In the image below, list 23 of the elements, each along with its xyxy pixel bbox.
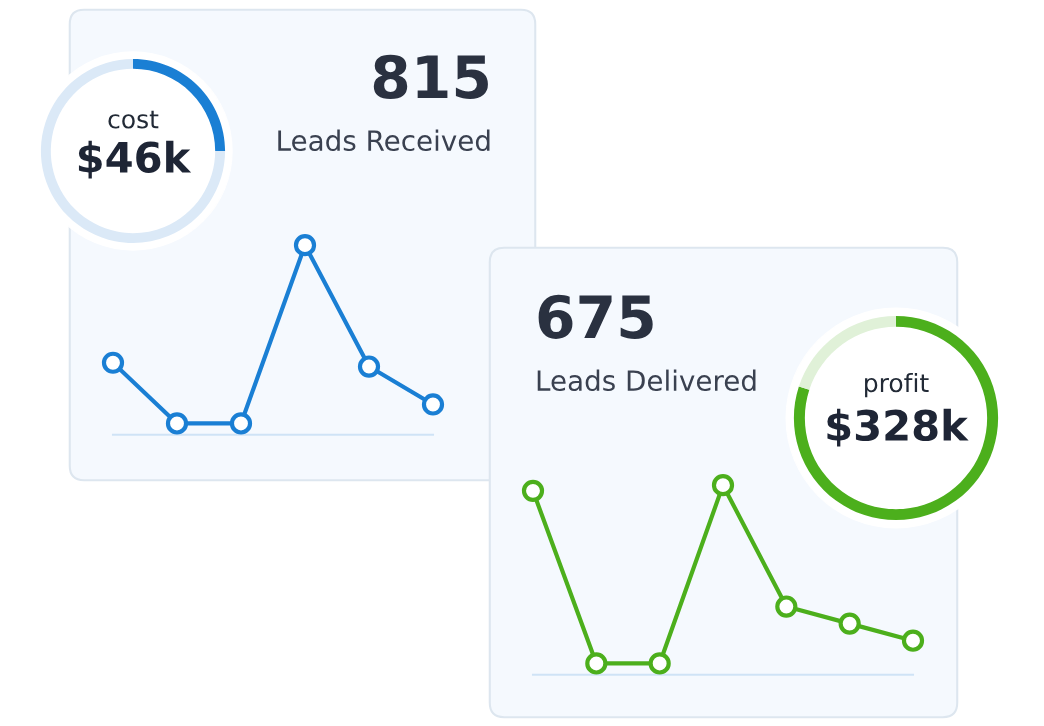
point xyxy=(357,355,381,378)
text: cost xyxy=(108,110,159,129)
point xyxy=(711,474,735,497)
point xyxy=(521,479,545,502)
donut-slice xyxy=(793,315,999,521)
donut-slice xyxy=(40,58,226,244)
point xyxy=(293,234,317,257)
point xyxy=(101,351,125,374)
point xyxy=(165,412,189,435)
text: profit xyxy=(865,372,929,398)
text: $328k xyxy=(827,408,969,447)
point xyxy=(901,629,925,652)
point xyxy=(775,595,798,618)
chart-subtitle: Leads Delivered xyxy=(537,369,756,392)
chart-title: 675 xyxy=(538,294,653,339)
point xyxy=(648,652,671,675)
chart-subtitle: Leads Received xyxy=(278,129,490,152)
point xyxy=(585,652,608,675)
point xyxy=(838,612,861,635)
point xyxy=(421,393,445,416)
point xyxy=(229,412,253,435)
chart-title: 815 xyxy=(373,54,488,99)
text: $46k xyxy=(78,140,192,179)
